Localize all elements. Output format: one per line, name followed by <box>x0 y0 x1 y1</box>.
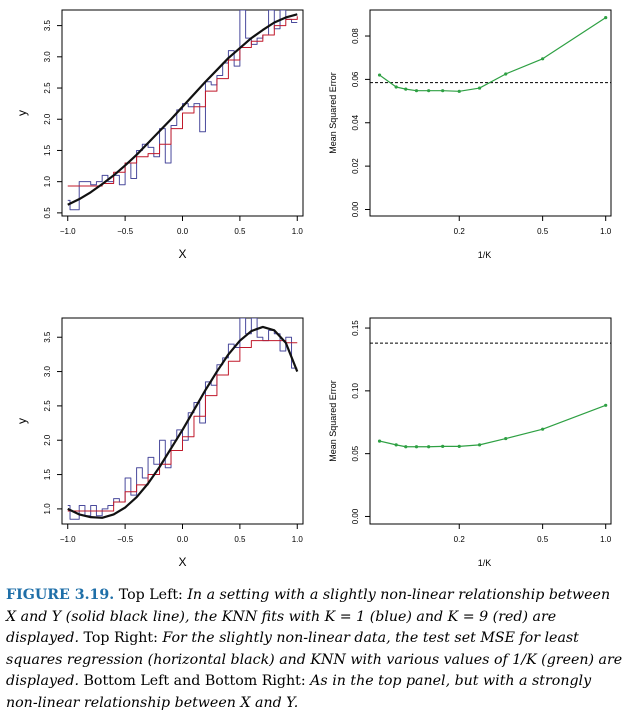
y-tick-label: 0.10 <box>351 383 360 399</box>
y-tick-label: 2.5 <box>43 400 52 412</box>
y-tick-label: 0.08 <box>351 28 360 44</box>
mse-point <box>504 436 508 441</box>
y-tick-label: 1.5 <box>43 144 52 156</box>
x-tick-label: 0.2 <box>454 227 466 236</box>
x-tick-label: −0.5 <box>117 535 133 544</box>
y-tick-label: 0.00 <box>351 508 360 524</box>
x-axis-label: X <box>178 247 186 261</box>
x-tick-label: 0.0 <box>177 535 189 544</box>
panel-top-left: −1.0 −0.5 0.0 0.5 1.0 0.5 1.0 1.5 2.0 2.5 3.0 3.5 Xy <box>15 9 304 261</box>
x-tick-label: −0.5 <box>117 227 133 236</box>
y-tick-label: 0.04 <box>351 114 360 130</box>
x-axis-label: 1/K <box>478 558 492 568</box>
x-tick-label: −1.0 <box>60 227 76 236</box>
y-tick-label: 1.5 <box>43 468 52 480</box>
caption-part-4: For the slightly non-linear data, the te… <box>6 630 623 689</box>
figure-label: FIGURE 3.19. <box>6 587 115 603</box>
series-knn9 <box>67 340 298 512</box>
caption-part-5: Bottom Left and Bottom Right: <box>78 673 311 689</box>
series-mse <box>379 404 606 448</box>
y-tick-label: 3.0 <box>43 51 52 63</box>
y-tick-label: 2.0 <box>43 434 52 446</box>
y-axis-label: Mean Squared Error <box>328 380 338 462</box>
figure-plots: −1.0 −0.5 0.0 0.5 1.0 0.5 1.0 1.5 2.0 2.5 3.0 3.5 Xy… <box>15 9 612 569</box>
mse-point <box>441 444 445 448</box>
y-tick-label: 1.0 <box>43 503 52 515</box>
y-tick-label: 3.5 <box>43 19 52 31</box>
x-axis-label: X <box>178 555 186 569</box>
mse-point <box>377 73 382 77</box>
caption-part-2: In a setting with a slightly non-linear … <box>6 587 611 646</box>
mse-point <box>541 57 545 61</box>
data-layer <box>370 15 611 93</box>
caption-part-1: Top Left: <box>114 587 188 603</box>
mse-point <box>504 72 508 76</box>
mse-point <box>427 445 431 449</box>
panel-bottom-right: 0.2 0.5 1.0 0.00 0.05 0.10 0.15 1/K Mean Squared… <box>328 317 612 568</box>
mse-point <box>394 443 398 447</box>
x-tick-label: 1.0 <box>292 227 304 236</box>
x-tick-label: 1.0 <box>600 227 612 236</box>
plot-frame <box>61 317 304 525</box>
y-tick-label: 0.02 <box>351 158 360 174</box>
y-tick-label: 0.15 <box>351 320 360 336</box>
series-truth <box>67 13 298 206</box>
x-tick-label: 0.5 <box>537 227 549 236</box>
x-axis-label: 1/K <box>478 250 492 260</box>
mse-point <box>404 87 408 91</box>
mse-point <box>477 443 482 447</box>
y-tick-label: 0.00 <box>351 201 360 217</box>
plot-frame <box>369 317 612 525</box>
caption-part-6: As in the top panel, but with a strongly… <box>6 673 592 711</box>
x-tick-label: 1.0 <box>600 535 612 544</box>
x-tick-label: 0.2 <box>454 535 466 544</box>
series-mse <box>379 17 607 92</box>
mse-point <box>441 89 445 93</box>
x-tick-label: 0.5 <box>234 227 246 236</box>
caption-part-3: Top Right: <box>78 630 163 646</box>
x-tick-label: 0.5 <box>537 535 549 544</box>
x-tick-label: 0.5 <box>234 535 246 544</box>
mse-point <box>457 89 461 93</box>
mse-point <box>377 439 382 443</box>
y-axis-label: y <box>15 418 29 424</box>
mse-point <box>427 89 431 93</box>
mse-point <box>414 89 419 93</box>
mse-point <box>394 85 398 89</box>
series-knn1 <box>67 318 298 520</box>
y-axis-label: Mean Squared Error <box>328 72 338 154</box>
x-tick-label: 0.0 <box>177 227 189 236</box>
data-layer <box>67 318 299 520</box>
y-tick-label: 2.5 <box>43 82 52 94</box>
figure-caption: FIGURE 3.19. Top Left: In a setting with… <box>6 585 623 714</box>
y-tick-label: 0.5 <box>43 207 52 219</box>
y-tick-label: 3.5 <box>43 331 52 343</box>
y-axis-label: y <box>15 110 29 116</box>
series-truth <box>67 325 299 519</box>
mse-point <box>604 15 608 20</box>
x-tick-label: 1.0 <box>292 535 304 544</box>
data-layer <box>67 10 298 211</box>
data-layer <box>370 342 611 449</box>
mse-point <box>414 445 419 449</box>
mse-point <box>404 445 408 449</box>
mse-point <box>604 403 608 407</box>
panel-bottom-left: −1.0 −0.5 0.0 0.5 1.0 1.0 1.5 2.0 2.5 3.0 3.5 Xy <box>15 317 304 569</box>
y-tick-label: 2.0 <box>43 113 52 125</box>
mse-point <box>541 427 545 431</box>
y-tick-label: 0.05 <box>351 445 360 461</box>
mse-point <box>477 86 482 90</box>
panel-top-right: 0.2 0.5 1.0 0.00 0.02 0.04 0.06 0.08 1/K Mean Squ… <box>328 9 612 260</box>
y-tick-label: 1.0 <box>43 176 52 188</box>
y-tick-label: 3.0 <box>43 365 52 377</box>
series-knn9 <box>67 16 298 187</box>
mse-point <box>457 444 461 448</box>
x-tick-label: −1.0 <box>60 535 76 544</box>
plot-frame <box>369 9 612 217</box>
y-tick-label: 0.06 <box>351 71 360 87</box>
